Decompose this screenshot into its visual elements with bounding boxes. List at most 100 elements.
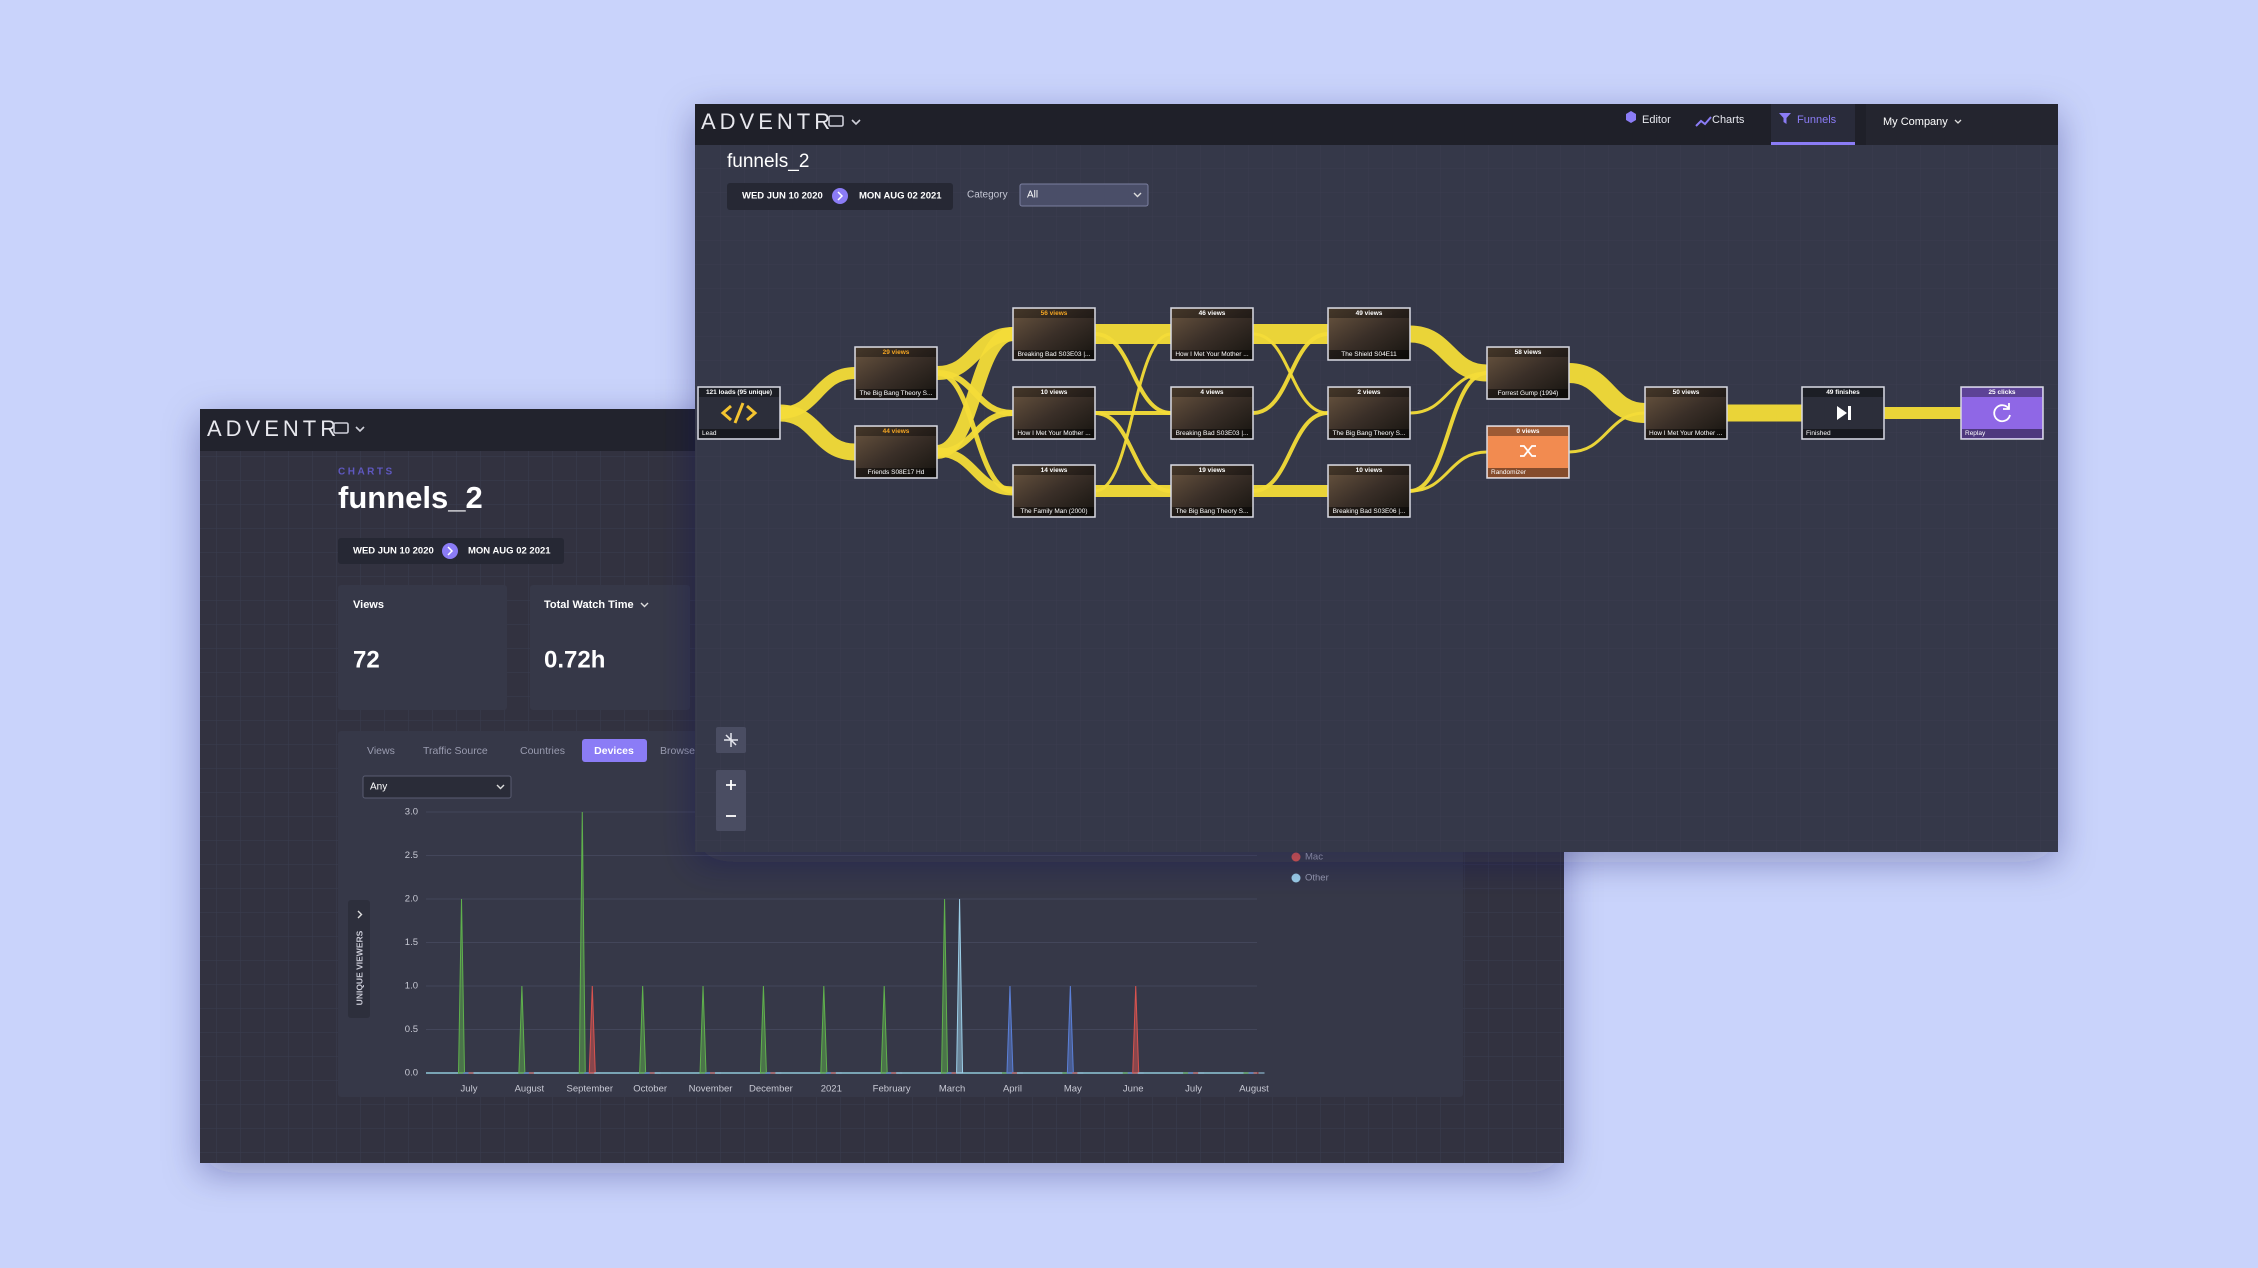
funnel-node[interactable]: [1012, 464, 1096, 518]
finish-icon: [1837, 406, 1851, 420]
charts-icon: [1695, 116, 1712, 127]
funnel-links: [779, 323, 1961, 498]
funnel-node[interactable]: [1327, 386, 1411, 440]
funnel-link: [1409, 371, 1488, 493]
node-title-bg: [1488, 468, 1568, 477]
funnel-link: [779, 404, 856, 461]
logo: ADVENTR: [701, 109, 834, 134]
category-label: Category: [967, 190, 1008, 201]
node-header: 49 finishes: [1826, 389, 1860, 396]
funnel-node[interactable]: [1644, 386, 1728, 440]
node-header-bg: [1488, 348, 1568, 357]
legend-swatch: [1291, 873, 1301, 883]
category-select[interactable]: [1019, 183, 1149, 207]
funnel-node[interactable]: [854, 346, 938, 400]
category-value: All: [1027, 190, 1038, 201]
node-title-bg: [1329, 507, 1409, 516]
funnel-node[interactable]: [1170, 464, 1254, 518]
date-start: WED JUN 10 2020: [742, 191, 823, 202]
nav-item[interactable]: Charts: [1712, 114, 1745, 126]
funnel-node[interactable]: [1012, 386, 1096, 440]
x-tick-label: May: [1064, 1084, 1082, 1095]
y-label-strip: [348, 900, 370, 1018]
device-menu[interactable]: [333, 422, 365, 434]
node-title-bg: [1803, 429, 1883, 438]
tab[interactable]: Browsers: [660, 745, 704, 757]
x-tick-label: August: [1239, 1084, 1269, 1095]
node-header-bg: [1014, 388, 1094, 397]
x-tick-label: August: [515, 1084, 545, 1095]
spike: [1132, 985, 1140, 1074]
y-tick-label: 3.0: [405, 807, 418, 818]
tab-active-bg: [582, 739, 647, 762]
node-title-bg: [1014, 507, 1094, 516]
node-header: 56 views: [1041, 310, 1068, 317]
spike: [820, 985, 828, 1074]
x-tick-label: 2021: [821, 1084, 842, 1095]
node-header-bg: [1172, 309, 1252, 318]
collapse-chevron[interactable]: [357, 910, 363, 919]
y-tick-label: 2.0: [405, 894, 418, 905]
funnel-node[interactable]: [1960, 386, 2044, 440]
tab[interactable]: Traffic Source: [423, 745, 488, 757]
date-end: MON AUG 02 2021: [859, 191, 942, 202]
dropdown-chevron: [496, 784, 505, 790]
account-name: My Company: [1883, 116, 1948, 128]
card-value: 72: [353, 646, 380, 673]
funnel-link: [1094, 332, 1172, 415]
node-header: 58 views: [1515, 349, 1542, 356]
funnel-node[interactable]: [1327, 307, 1411, 361]
card-label[interactable]: Total Watch Time: [544, 599, 634, 611]
date-arrow-icon: [837, 191, 844, 201]
dropdown-chevron: [1954, 119, 1962, 124]
section-label: CHARTS: [338, 467, 395, 478]
node-title-bg: [1172, 507, 1252, 516]
x-tick-label: December: [749, 1084, 793, 1095]
page-title: funnels_2: [338, 480, 483, 515]
node-title: Breaking Bad S03E03 |...: [1176, 430, 1249, 437]
legend-label[interactable]: Mac: [1305, 852, 1323, 863]
filter-select[interactable]: [362, 775, 512, 799]
watch-time-card: [530, 585, 690, 710]
date-arrow: [442, 543, 458, 559]
spike: [1066, 985, 1074, 1074]
zoom-in[interactable]: [726, 780, 736, 790]
account-menu[interactable]: [1866, 104, 2058, 145]
node-header: 19 views: [1199, 467, 1226, 474]
nav-active-bg: [1771, 104, 1855, 145]
tab[interactable]: Countries: [520, 745, 565, 757]
dropdown-chevron: [640, 602, 649, 608]
node-header: 14 views: [1041, 467, 1068, 474]
node-header-bg: [856, 348, 936, 357]
funnel-node[interactable]: [1170, 307, 1254, 361]
node-header-bg: [1962, 388, 2042, 397]
filter-value: Any: [370, 782, 387, 793]
funnel-link: [935, 327, 1015, 459]
x-tick-label: November: [689, 1084, 733, 1095]
node-header: 49 views: [1356, 310, 1383, 317]
funnel-node[interactable]: [1486, 346, 1570, 400]
y-tick-label: 0.0: [405, 1068, 418, 1079]
funnel-node[interactable]: [1170, 386, 1254, 440]
funnel-node[interactable]: [1327, 464, 1411, 518]
node-header: 10 views: [1041, 389, 1068, 396]
node-title: How I Met Your Mother ...: [1649, 430, 1723, 437]
tab[interactable]: Devices: [594, 745, 634, 757]
card-label: Views: [353, 599, 384, 611]
funnel-node[interactable]: [854, 425, 938, 479]
funnel-link: [1568, 363, 1646, 423]
nav-item[interactable]: Funnels: [1797, 114, 1837, 126]
date-arrow: [832, 188, 848, 204]
y-tick-label: 2.5: [405, 850, 418, 861]
nav-item[interactable]: Editor: [1642, 114, 1671, 126]
device-menu[interactable]: [828, 115, 861, 127]
tab[interactable]: Views: [367, 745, 395, 757]
spike: [588, 985, 596, 1074]
node-title-bg: [1962, 429, 2042, 438]
legend-label[interactable]: Other: [1305, 873, 1329, 884]
node-title: Forrest Gump (1994): [1498, 390, 1559, 397]
spike: [941, 898, 949, 1074]
funnel-node[interactable]: [1012, 307, 1096, 361]
views-card: [338, 585, 507, 710]
